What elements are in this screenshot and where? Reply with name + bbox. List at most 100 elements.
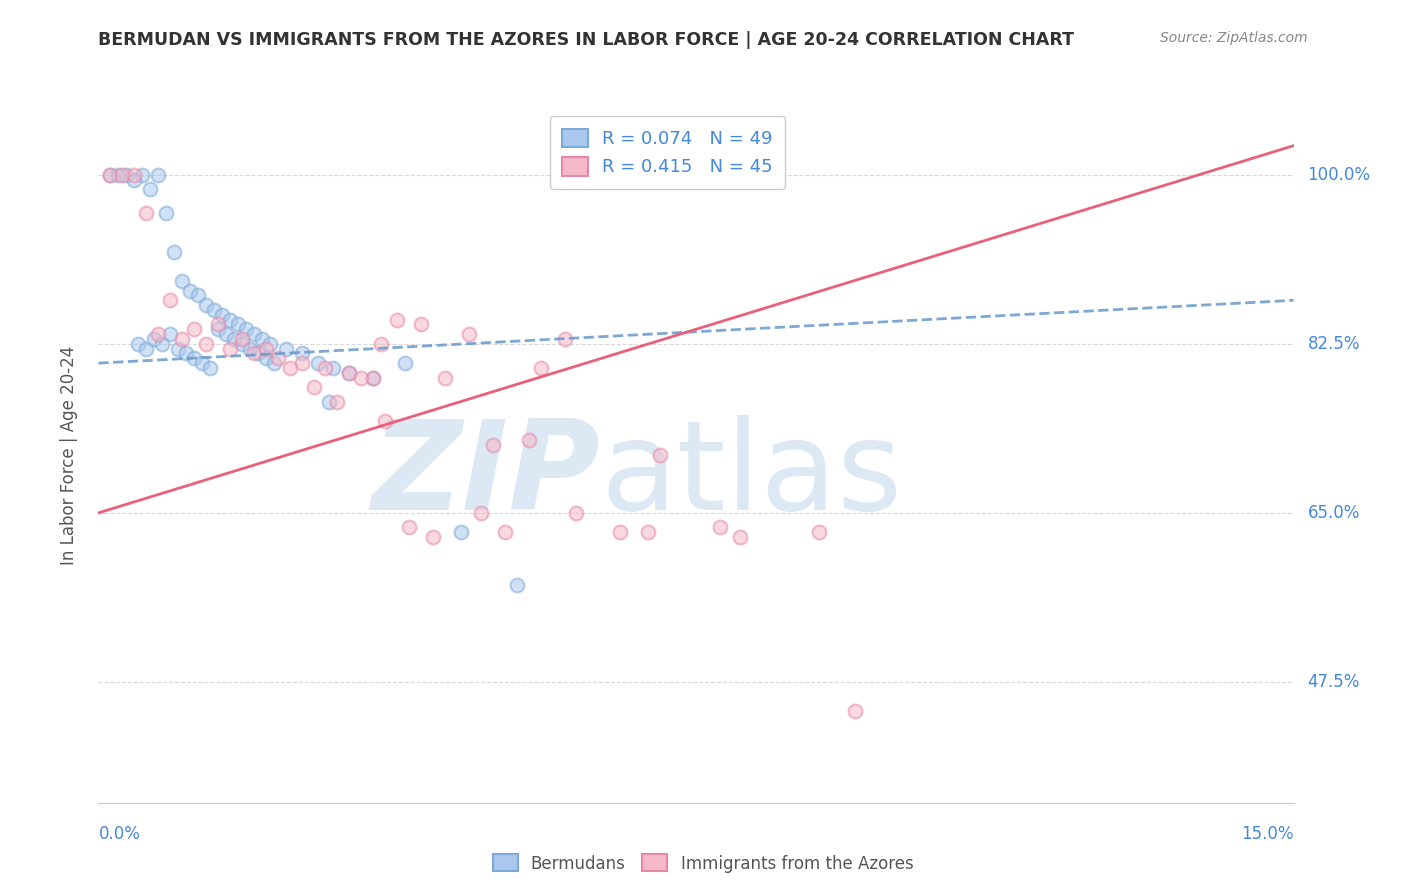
Point [191, 356, 214, 370]
Text: ZIP: ZIP [371, 416, 600, 536]
Point [148, 168, 170, 182]
Point [183, 351, 205, 366]
Point [337, 366, 360, 380]
Point [506, 578, 529, 592]
Point [195, 298, 218, 312]
Point [98, 168, 122, 182]
Point [322, 361, 344, 376]
Point [709, 520, 731, 534]
Point [267, 351, 290, 366]
Point [139, 182, 162, 196]
Point [254, 342, 277, 356]
Point [385, 312, 409, 326]
Point [481, 438, 505, 452]
Point [250, 332, 273, 346]
Point [174, 346, 197, 360]
Point [554, 332, 576, 346]
Point [98, 168, 122, 182]
Text: atlas: atlas [600, 416, 903, 536]
Point [215, 327, 238, 342]
Point [207, 322, 229, 336]
Text: 15.0%: 15.0% [1241, 825, 1294, 843]
Point [374, 414, 396, 428]
Point [183, 322, 205, 336]
Point [167, 342, 190, 356]
Point [290, 346, 312, 360]
Point [202, 303, 225, 318]
Point [231, 332, 253, 346]
Point [172, 332, 194, 346]
Point [529, 361, 551, 376]
Point [222, 332, 245, 346]
Point [148, 327, 170, 342]
Point [398, 520, 420, 534]
Point [195, 336, 218, 351]
Point [411, 318, 433, 332]
Legend: Bermudans, Immigrants from the Azores: Bermudans, Immigrants from the Azores [486, 847, 920, 880]
Point [450, 525, 472, 540]
Point [131, 168, 153, 182]
Point [470, 506, 492, 520]
Point [808, 525, 831, 540]
Point [159, 327, 181, 342]
Point [337, 366, 360, 380]
Text: 65.0%: 65.0% [1308, 504, 1360, 522]
Point [274, 342, 297, 356]
Y-axis label: In Labor Force | Age 20-24: In Labor Force | Age 20-24 [59, 345, 77, 565]
Text: 82.5%: 82.5% [1308, 334, 1360, 353]
Point [565, 506, 588, 520]
Point [648, 448, 672, 462]
Point [394, 356, 416, 370]
Legend: R = 0.074   N = 49, R = 0.415   N = 45: R = 0.074 N = 49, R = 0.415 N = 45 [550, 116, 786, 189]
Point [433, 370, 456, 384]
Point [124, 168, 146, 182]
Point [226, 318, 249, 332]
Point [107, 168, 129, 182]
Text: 47.5%: 47.5% [1308, 673, 1360, 691]
Point [302, 380, 325, 394]
Point [246, 346, 269, 360]
Point [150, 336, 173, 351]
Point [259, 336, 281, 351]
Point [135, 342, 157, 356]
Point [844, 704, 866, 718]
Point [231, 336, 253, 351]
Point [370, 336, 392, 351]
Point [263, 356, 285, 370]
Point [350, 370, 373, 384]
Point [127, 336, 149, 351]
Point [728, 530, 751, 544]
Point [155, 206, 177, 220]
Point [363, 370, 385, 384]
Point [187, 288, 209, 302]
Point [239, 342, 262, 356]
Point [290, 356, 312, 370]
Point [124, 172, 146, 186]
Point [278, 361, 301, 376]
Point [198, 361, 221, 376]
Point [219, 312, 242, 326]
Point [115, 168, 138, 182]
Point [159, 293, 181, 308]
Point [318, 394, 340, 409]
Point [143, 332, 166, 346]
Point [326, 394, 349, 409]
Point [172, 274, 194, 288]
Point [307, 356, 329, 370]
Text: 100.0%: 100.0% [1308, 166, 1371, 184]
Point [243, 346, 266, 360]
Point [243, 327, 266, 342]
Point [637, 525, 659, 540]
Point [235, 322, 257, 336]
Point [163, 245, 186, 260]
Text: BERMUDAN VS IMMIGRANTS FROM THE AZORES IN LABOR FORCE | AGE 20-24 CORRELATION CH: BERMUDAN VS IMMIGRANTS FROM THE AZORES I… [98, 31, 1074, 49]
Point [135, 206, 157, 220]
Point [363, 370, 385, 384]
Point [517, 434, 540, 448]
Text: Source: ZipAtlas.com: Source: ZipAtlas.com [1160, 31, 1308, 45]
Point [254, 351, 277, 366]
Point [494, 525, 516, 540]
Text: 0.0%: 0.0% [98, 825, 141, 843]
Point [207, 318, 229, 332]
Point [422, 530, 444, 544]
